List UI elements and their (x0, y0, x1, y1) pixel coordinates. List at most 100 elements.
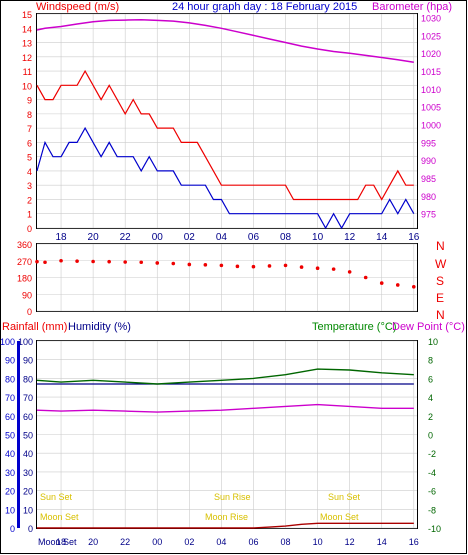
barometer-series-line (36, 18, 414, 63)
rain-tick-label: 90 (5, 356, 15, 366)
wind-tick-label: 6 (27, 138, 32, 148)
windspeed-series-line (36, 126, 415, 230)
direction-tick-label: 360 (17, 240, 32, 250)
wind-tick-label: 14 (22, 24, 32, 34)
bottom-time-tick-label: 12 (345, 537, 355, 547)
rain-axis-bar (17, 341, 20, 528)
wind-tick-label: 12 (22, 53, 32, 63)
time-tick-label: 00 (152, 232, 164, 243)
baro-tick-label: 980 (421, 192, 436, 202)
axis-labels-layer: 1818202022220000020204040606080810101212… (0, 10, 441, 547)
temp-tick-label: 8 (428, 356, 433, 366)
humidity-tick-label: 90 (23, 356, 33, 366)
time-tick-label: 14 (376, 232, 388, 243)
time-tick-label: 22 (120, 232, 132, 243)
direction-point (251, 264, 256, 269)
baro-tick-label: 1025 (421, 31, 441, 41)
dewpoint-axis-label: Dew Point (°C) (392, 321, 465, 333)
sun-set-label-1: Sun Set (40, 492, 73, 502)
rain-tick-label: 60 (5, 412, 15, 422)
bottom-time-tick-label: 02 (184, 537, 194, 547)
baro-tick-label: 1005 (421, 103, 441, 113)
humidity-tick-label: 30 (23, 468, 33, 478)
sun-set-label-2: Sun Set (328, 492, 361, 502)
direction-point (379, 281, 384, 285)
time-tick-label: 18 (55, 232, 67, 243)
humidity-tick-label: 100 (18, 337, 33, 347)
baro-tick-label: 1020 (421, 49, 441, 59)
baro-tick-label: 995 (421, 138, 436, 148)
dir-letter-n-top: N (436, 239, 445, 253)
direction-point (299, 265, 304, 269)
bottom-time-tick-label: 06 (248, 537, 258, 547)
direction-point (331, 267, 336, 271)
chart-title: 24 hour graph day : 18 February 2015 (172, 1, 357, 13)
moon-set-label-1: Moon Set (40, 512, 79, 522)
bottom-moon-set-tick: Moon Set (38, 537, 77, 547)
rainfall-series-line (37, 522, 414, 529)
bottom-time-tick-label: 04 (216, 537, 226, 547)
wind-tick-label: 0 (27, 224, 32, 234)
humidity-tick-label: 60 (23, 412, 33, 422)
bottom-time-tick-label: 14 (377, 537, 387, 547)
direction-point (347, 270, 352, 274)
wind-tick-label: 5 (27, 153, 32, 163)
rain-tick-label: 80 (5, 374, 15, 384)
direction-point (203, 263, 208, 267)
wind-tick-label: 8 (27, 110, 32, 120)
temp-tick-label: -10 (428, 524, 441, 534)
baro-tick-label: 975 (421, 210, 436, 220)
grid-layer (37, 13, 417, 529)
rain-tick-label: 20 (5, 487, 15, 497)
dir-letter-s: S (436, 274, 444, 288)
rain-tick-label: 100 (0, 337, 15, 347)
bottom-time-tick-label: 22 (120, 537, 130, 547)
wind-tick-label: 15 (22, 10, 32, 20)
moon-rise-label: Moon Rise (205, 512, 248, 522)
bottom-time-tick-label: 20 (88, 537, 98, 547)
temp-tick-label: -6 (428, 487, 436, 497)
baro-tick-label: 990 (421, 156, 436, 166)
temp-tick-label: 2 (428, 412, 433, 422)
dir-letter-e: E (436, 291, 444, 305)
humidity-tick-label: 0 (28, 524, 33, 534)
wind-panel-frame (36, 13, 418, 229)
direction-point (411, 285, 416, 289)
direction-point (91, 259, 95, 264)
humidity-axis-label: Humidity (%) (68, 321, 131, 333)
bottom-time-tick-label: 10 (313, 537, 323, 547)
direction-point (267, 264, 272, 268)
temp-tick-label: -2 (428, 449, 436, 459)
rain-tick-label: 0 (10, 524, 15, 534)
windspeed-axis-label: Windspeed (m/s) (36, 1, 119, 13)
humidity-tick-label: 50 (23, 431, 33, 441)
direction-point (283, 263, 288, 268)
barometer-axis-label: Barometer (hpa) (372, 1, 452, 13)
time-tick-label: 06 (248, 232, 260, 243)
wind-tick-label: 2 (27, 195, 32, 205)
humidity-tick-label: 10 (23, 505, 33, 515)
baro-tick-label: 1000 (421, 121, 441, 131)
rain-tick-label: 70 (5, 393, 15, 403)
time-tick-label: 08 (280, 232, 292, 243)
humidity-tick-label: 40 (23, 449, 33, 459)
direction-panel-frame (36, 243, 418, 312)
moon-set-label-2: Moon Set (320, 512, 359, 522)
direction-point (35, 259, 39, 264)
wind-tick-label: 1 (27, 210, 32, 220)
temp-tick-label: -8 (428, 505, 436, 515)
dir-letter-n-bottom: N (436, 308, 445, 322)
wind-tick-label: 10 (22, 81, 32, 91)
direction-point (219, 263, 224, 268)
direction-point (363, 275, 368, 280)
temp-tick-label: 10 (428, 337, 438, 347)
temperature-axis-label: Temperature (°C) (312, 321, 396, 333)
bottom-time-tick-label: 00 (152, 537, 162, 547)
direction-point (123, 260, 127, 264)
wind-tick-label: 11 (23, 67, 32, 77)
rain-tick-label: 40 (5, 449, 15, 459)
rainfall-axis-label: Rainfall (mm) (2, 321, 67, 333)
baro-tick-label: 985 (421, 174, 436, 184)
baro-tick-label: 1010 (421, 85, 441, 95)
wind-tick-label: 13 (22, 39, 32, 49)
